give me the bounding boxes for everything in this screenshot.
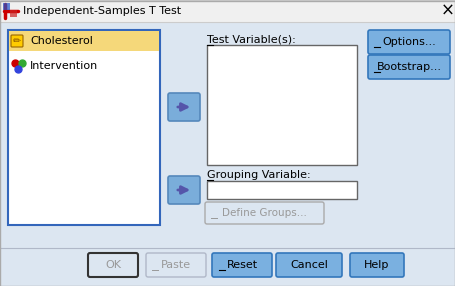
Text: Test Variable(s):: Test Variable(s):: [207, 35, 295, 45]
Text: Grouping Variable:: Grouping Variable:: [207, 170, 310, 180]
Text: Reset: Reset: [226, 260, 257, 270]
FancyBboxPatch shape: [146, 253, 206, 277]
FancyBboxPatch shape: [0, 0, 455, 22]
FancyBboxPatch shape: [88, 253, 138, 277]
FancyBboxPatch shape: [349, 253, 403, 277]
Text: OK: OK: [105, 260, 121, 270]
Text: Bootstrap...: Bootstrap...: [376, 62, 440, 72]
FancyBboxPatch shape: [3, 3, 10, 10]
FancyBboxPatch shape: [9, 31, 159, 51]
FancyBboxPatch shape: [212, 253, 271, 277]
Text: ✏: ✏: [13, 36, 21, 46]
FancyBboxPatch shape: [207, 181, 356, 199]
Text: Independent-Samples T Test: Independent-Samples T Test: [23, 6, 181, 16]
FancyBboxPatch shape: [8, 30, 160, 225]
Text: Cholesterol: Cholesterol: [30, 36, 93, 46]
FancyBboxPatch shape: [207, 45, 356, 165]
Text: Define Groups...: Define Groups...: [222, 208, 306, 218]
FancyBboxPatch shape: [10, 10, 17, 17]
Text: Paste: Paste: [161, 260, 191, 270]
FancyBboxPatch shape: [367, 30, 449, 54]
FancyBboxPatch shape: [205, 202, 324, 224]
FancyBboxPatch shape: [367, 55, 449, 79]
Text: Help: Help: [364, 260, 389, 270]
FancyBboxPatch shape: [167, 176, 200, 204]
Text: Options...: Options...: [381, 37, 435, 47]
FancyBboxPatch shape: [167, 93, 200, 121]
Text: Cancel: Cancel: [289, 260, 327, 270]
FancyBboxPatch shape: [11, 35, 23, 47]
Text: Intervention: Intervention: [30, 61, 98, 71]
FancyBboxPatch shape: [275, 253, 341, 277]
Text: ×: ×: [440, 2, 454, 20]
